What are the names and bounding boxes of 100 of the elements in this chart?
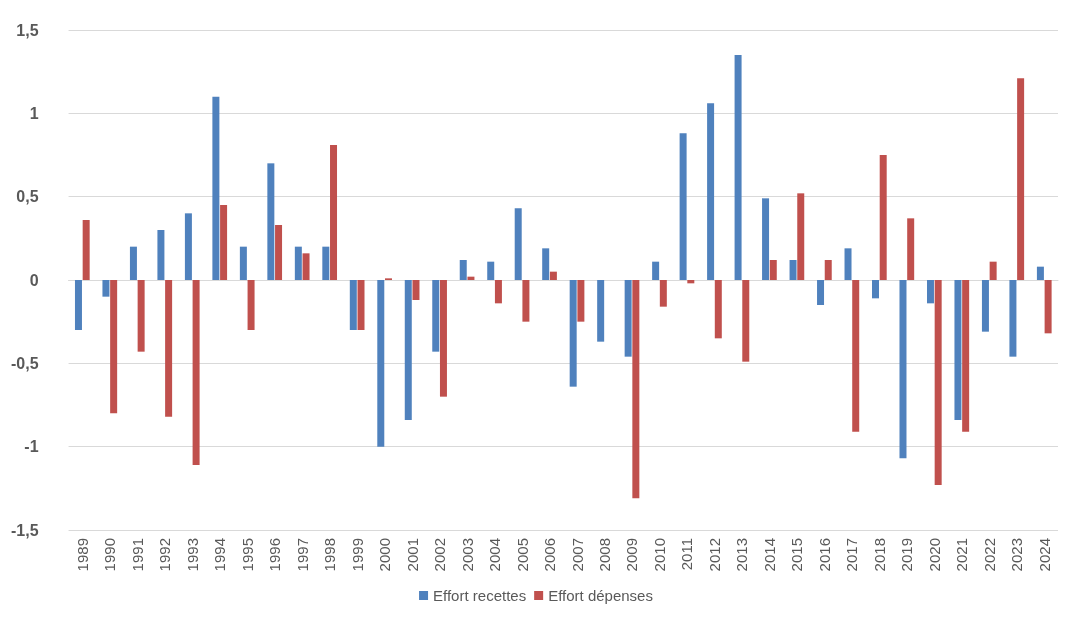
bar: [165, 280, 173, 417]
x-tick-label: 1990: [101, 538, 119, 572]
x-tick-label: 2016: [815, 538, 833, 572]
bar: [981, 280, 989, 332]
bar: [247, 280, 255, 330]
y-tick-label: 0: [29, 271, 39, 289]
bar: [487, 261, 495, 280]
bar: [624, 280, 632, 357]
x-tick-label: 1997: [293, 538, 311, 572]
x-tick-label: 2009: [623, 538, 641, 572]
bar: [569, 280, 577, 387]
bar: [707, 103, 715, 280]
bar: [742, 280, 750, 362]
bar: [899, 280, 907, 459]
bar: [302, 253, 310, 280]
x-tick-label: 1989: [73, 538, 91, 572]
bar: [1017, 78, 1025, 280]
x-tick-label: 1992: [156, 538, 174, 572]
bar: [1009, 280, 1017, 357]
bar: [349, 280, 357, 330]
bar: [817, 280, 825, 305]
bar: [714, 280, 722, 339]
legend-label: Effort recettes: [433, 587, 527, 604]
x-tick-label: 1995: [238, 538, 256, 572]
x-tick-label: 1994: [211, 538, 229, 572]
y-tick-label: -1: [24, 438, 39, 456]
x-tick-label: 2018: [870, 538, 888, 572]
bar: [549, 271, 557, 280]
bar: [1036, 266, 1044, 280]
bar: [734, 55, 742, 280]
x-tick-label: 2022: [980, 538, 998, 572]
x-tick-label: 2010: [650, 538, 668, 572]
bar: [577, 280, 585, 322]
bar: [82, 220, 90, 280]
bar: [632, 280, 640, 499]
bar: [762, 198, 770, 280]
x-tick-label: 2014: [760, 538, 778, 572]
bar: [192, 280, 200, 465]
x-tick-label: 1999: [348, 538, 366, 572]
x-tick-label: 2006: [541, 538, 559, 572]
x-tick-label: 2000: [376, 538, 394, 572]
bar: [962, 280, 970, 432]
bar: [74, 280, 82, 330]
x-tick-label: 2008: [596, 538, 614, 572]
bar: [330, 145, 338, 280]
bar: [934, 280, 942, 485]
bar: [652, 261, 660, 280]
bar: [184, 213, 192, 280]
bar: [522, 280, 530, 322]
x-tick-label: 2015: [788, 538, 806, 572]
bar: [852, 280, 860, 432]
bar: [467, 276, 475, 280]
x-tick-label: 2012: [705, 538, 723, 572]
x-tick-label: 1993: [183, 538, 201, 572]
bar: [439, 280, 447, 397]
x-tick-label: 2024: [1035, 538, 1053, 572]
y-tick-label: -0,5: [10, 354, 39, 372]
bar: [102, 280, 110, 297]
bar: [1044, 280, 1052, 334]
bar: [789, 260, 797, 280]
x-tick-label: 2003: [458, 538, 476, 572]
x-tick-label: 2001: [403, 538, 421, 572]
bar: [357, 280, 365, 330]
bar: [597, 280, 605, 342]
x-tick-label: 1998: [321, 538, 339, 572]
bar: [432, 280, 440, 352]
x-tick-label: 1996: [266, 538, 284, 572]
legend-label: Effort dépenses: [548, 587, 653, 604]
bar: [926, 280, 934, 304]
y-tick-label: 1,5: [16, 21, 39, 39]
bar: [824, 260, 832, 280]
y-tick-label: -1,5: [10, 521, 39, 539]
bar: [879, 155, 887, 280]
x-tick-label: 2020: [925, 538, 943, 572]
bar: [769, 260, 777, 280]
bar: [239, 246, 247, 280]
bar: [157, 230, 165, 280]
bar: [322, 246, 330, 280]
y-tick-label: 1: [29, 104, 39, 122]
bar: [542, 248, 550, 280]
bar: [404, 280, 412, 420]
bar: [872, 280, 879, 299]
x-tick-label: 2011: [678, 538, 696, 571]
x-tick-label: 2002: [431, 538, 449, 572]
bar: [110, 280, 118, 414]
x-tick-label: 2023: [1008, 538, 1026, 572]
bar: [129, 246, 137, 280]
y-tick-label: 0,5: [16, 188, 39, 206]
bar: [377, 280, 385, 447]
x-tick-label: 2021: [953, 538, 971, 572]
bar: [797, 193, 805, 280]
bar: [220, 205, 228, 280]
x-tick-label: 2005: [513, 538, 531, 572]
bar: [679, 133, 687, 280]
bar: [267, 163, 275, 280]
bar: [412, 280, 420, 300]
x-tick-label: 2013: [733, 538, 751, 572]
bar: [687, 280, 695, 284]
bar: [844, 248, 852, 280]
x-tick-label: 2004: [486, 538, 504, 572]
